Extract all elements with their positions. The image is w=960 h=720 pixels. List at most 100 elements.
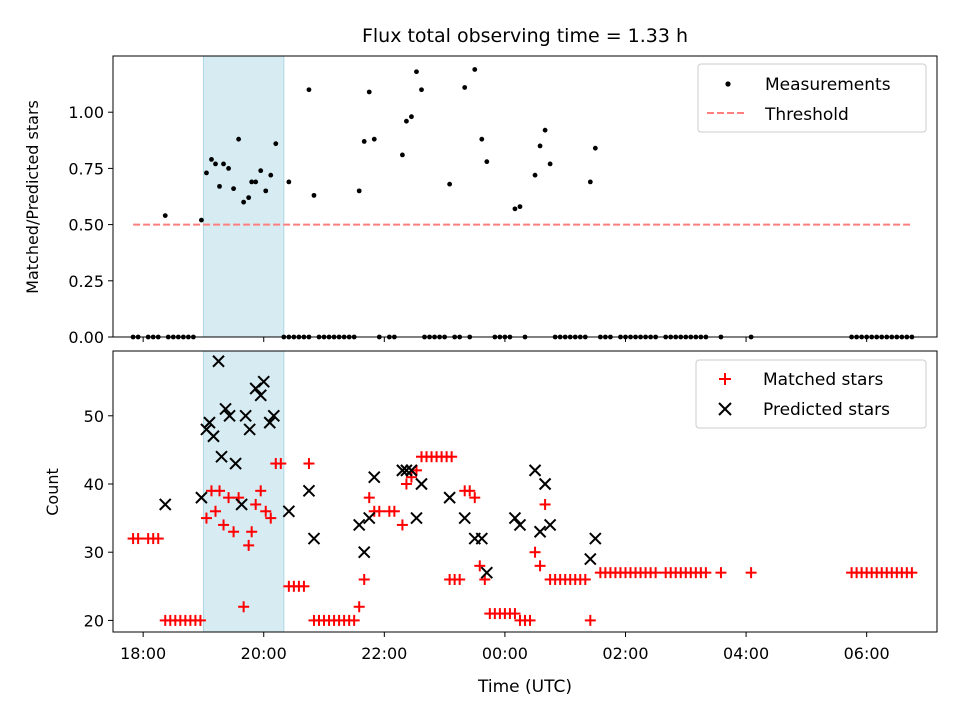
legend-predicted-label: Predicted stars [763, 400, 890, 420]
matched-star-point [373, 505, 385, 517]
measurement-point [231, 186, 236, 192]
measurement-point [204, 170, 209, 176]
matched-star-point [275, 458, 287, 470]
measurement-point [479, 136, 485, 142]
measurement-point [241, 199, 247, 205]
legend-predicted-marker [718, 402, 732, 416]
predicted-star-point [363, 511, 376, 525]
predicted-star-point [508, 511, 522, 525]
matched-star-point [209, 505, 221, 517]
matched-star-point [388, 505, 400, 517]
top-y-axis-label: Matched/Predicted stars [23, 100, 42, 294]
measurement-point [221, 161, 226, 167]
predicted-star-point [195, 491, 208, 504]
measurement-point [209, 157, 214, 162]
predicted-star-point [480, 566, 494, 579]
legend-measurements-marker [725, 81, 731, 87]
measurement-point [409, 114, 414, 120]
matched-star-point [243, 539, 255, 551]
measurement-point [306, 87, 312, 93]
matched-star-point [218, 519, 230, 531]
matched-star-point [353, 601, 365, 613]
matched-star-point [715, 567, 727, 579]
predicted-star-point [396, 464, 409, 477]
y-tick-label: 0.75 [68, 159, 104, 178]
x-tick-label: 02:00 [602, 644, 648, 663]
matched-star-point [246, 526, 258, 538]
top-legend: Measurements Threshold [697, 63, 927, 133]
predicted-star-point [513, 518, 527, 532]
y-tick-label: 30 [84, 543, 104, 562]
matched-star-point [260, 505, 272, 517]
measurement-point [414, 69, 419, 75]
predicted-star-point [352, 518, 366, 532]
predicted-star-point [475, 532, 488, 545]
matched-star-point [579, 573, 591, 585]
matched-star-point [265, 512, 277, 524]
measurement-point [484, 159, 490, 165]
measurement-point [311, 192, 317, 198]
matched-star-point [303, 458, 315, 470]
measurement-point [226, 166, 231, 171]
top-shaded-interval [202, 55, 285, 338]
matched-star-point [464, 485, 476, 497]
top-panel: 0.00 0.25 0.50 0.75 1.00 Matched/Predicted s… [23, 25, 938, 347]
bottom-legend: Matched stars Predicted stars [695, 359, 927, 429]
y-tick-label: 0.25 [68, 272, 104, 291]
matched-star-point [524, 614, 536, 626]
y-tick-label: 0.50 [68, 216, 104, 235]
matched-star-point [509, 608, 521, 620]
predicted-star-point [257, 375, 270, 388]
matched-star-point [238, 601, 250, 613]
matched-star-point [650, 567, 662, 579]
matched-star-point [250, 498, 262, 510]
measurement-point [517, 204, 523, 210]
measurement-point [587, 179, 593, 185]
matched-star-point [223, 492, 235, 504]
predicted-star-point [267, 409, 280, 423]
top-legend-box [697, 63, 927, 133]
bottom-legend-box [695, 359, 927, 429]
predicted-star-point [254, 389, 267, 402]
matched-star-point [228, 526, 240, 538]
bottom-y-axis-label: Count [43, 468, 62, 516]
measurement-point [592, 145, 598, 151]
measurement-point [246, 195, 252, 201]
matched-star-point [200, 512, 212, 524]
measurement-point [542, 127, 548, 133]
predicted-star-point [358, 545, 371, 559]
matched-star-point [348, 614, 360, 626]
predicted-star-point [405, 464, 418, 477]
predicted-star-point [307, 532, 321, 545]
measurement-point [371, 136, 377, 142]
y-tick-label: 0.00 [68, 328, 104, 347]
measurement-point [199, 217, 204, 223]
bottom-y-ticks: 20 30 40 50 [84, 407, 113, 630]
y-tick-label: 40 [84, 475, 104, 494]
matched-star-point [745, 567, 757, 579]
predicted-stars-points [159, 355, 602, 579]
bottom-x-ticks: 18:00 20:00 22:00 00:00 02:00 04:00 06:00 [120, 632, 890, 663]
bottom-axes-frame [112, 350, 938, 633]
predicted-star-point [282, 505, 296, 518]
matched-star-point [469, 492, 481, 504]
predicted-star-point [400, 464, 413, 477]
measurement-point [263, 188, 269, 194]
matched-star-point [584, 614, 596, 626]
top-axes-frame [112, 55, 938, 338]
predicted-star-point [219, 402, 232, 416]
matched-star-point [529, 546, 541, 558]
y-tick-label: 20 [84, 611, 104, 630]
predicted-star-point [543, 518, 557, 532]
measurement-point [512, 206, 518, 212]
predicted-star-point [203, 416, 216, 429]
measurement-point [356, 188, 362, 194]
x-tick-label: 18:00 [120, 644, 166, 663]
matched-star-point [214, 485, 226, 497]
matched-star-point [446, 451, 458, 463]
measurement-point [400, 152, 405, 158]
predicted-star-point [243, 423, 256, 436]
predicted-star-point [215, 450, 228, 463]
predicted-star-point [410, 511, 423, 525]
measurement-point [361, 139, 367, 144]
